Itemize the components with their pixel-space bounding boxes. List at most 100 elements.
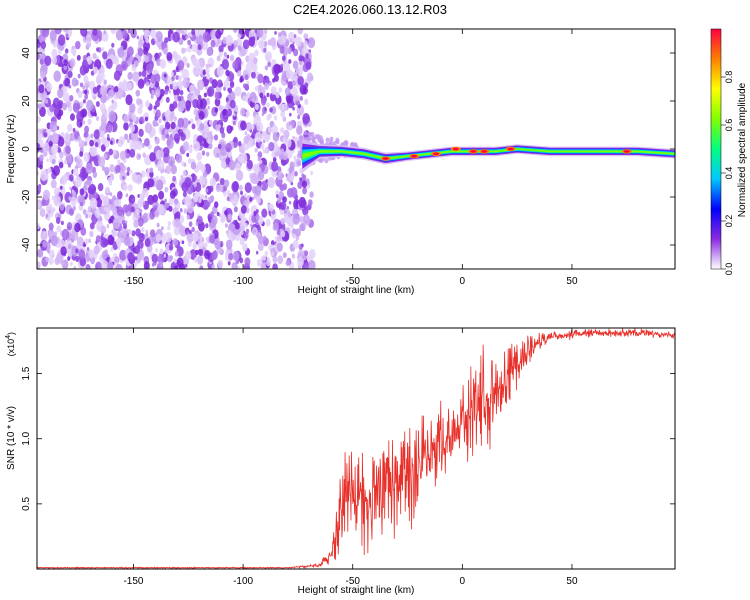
noise-blob bbox=[43, 231, 46, 236]
noise-blob bbox=[190, 161, 197, 170]
noise-blob bbox=[37, 116, 41, 123]
noise-blob bbox=[126, 166, 131, 172]
noise-blob bbox=[282, 183, 288, 191]
noise-blob bbox=[295, 36, 302, 47]
noise-blob bbox=[281, 103, 287, 112]
colorbar-ticks: 0.0 0.2 0.4 0.6 0.8 bbox=[721, 71, 734, 275]
noise-blob bbox=[69, 58, 76, 68]
noise-blob bbox=[111, 229, 117, 238]
noise-blob bbox=[64, 77, 71, 87]
noise-blob bbox=[41, 29, 50, 38]
noise-blob bbox=[99, 85, 107, 96]
noise-blob bbox=[137, 47, 144, 57]
noise-blob bbox=[188, 146, 193, 154]
noise-blob bbox=[281, 151, 288, 161]
noise-blob bbox=[56, 113, 62, 120]
noise-blob bbox=[98, 156, 106, 168]
noise-blob bbox=[39, 106, 46, 118]
noise-blob bbox=[251, 124, 255, 130]
noise-blob bbox=[289, 112, 292, 117]
noise-blob bbox=[216, 152, 220, 158]
signal-band bbox=[302, 139, 675, 173]
noise-blob bbox=[89, 139, 94, 147]
noise-blob bbox=[95, 101, 100, 107]
spectrogram-panel: -150 -100 -50 0 50 -40 -20 0 20 40 Height of str… bbox=[6, 28, 676, 296]
noise-blob bbox=[86, 247, 90, 251]
noise-blob bbox=[39, 208, 46, 217]
noise-blob bbox=[169, 190, 176, 199]
noise-blob bbox=[128, 194, 136, 205]
noise-blob bbox=[292, 213, 300, 225]
noise-blob bbox=[304, 98, 309, 106]
noise-blob bbox=[283, 129, 290, 139]
noise-blob bbox=[127, 71, 133, 80]
noise-blob bbox=[46, 82, 53, 92]
noise-blob bbox=[171, 71, 174, 77]
noise-blob bbox=[110, 247, 114, 252]
noise-blob bbox=[299, 167, 304, 174]
noise-blob bbox=[156, 222, 160, 228]
noise-blob bbox=[137, 78, 145, 89]
noise-blob bbox=[335, 139, 340, 145]
noise-blob bbox=[240, 230, 244, 236]
noise-blob bbox=[63, 85, 68, 93]
noise-blob bbox=[308, 199, 313, 207]
y-tick-label: 1.0 bbox=[21, 431, 32, 445]
noise-blob bbox=[270, 240, 275, 246]
noise-blob bbox=[279, 46, 285, 54]
noise-blob bbox=[278, 32, 282, 38]
noise-blob bbox=[198, 197, 202, 204]
noise-blob bbox=[155, 99, 160, 108]
noise-blob bbox=[111, 42, 115, 48]
noise-blob bbox=[243, 135, 249, 144]
noise-blob bbox=[149, 167, 154, 173]
noise-blob bbox=[193, 141, 201, 152]
noise-blob bbox=[85, 264, 91, 269]
noise-blob bbox=[66, 101, 71, 108]
noise-blob bbox=[191, 95, 196, 101]
noise-blob bbox=[57, 88, 64, 99]
noise-blob bbox=[242, 243, 248, 252]
noise-blob bbox=[293, 48, 299, 57]
noise-blob bbox=[131, 230, 136, 237]
noise-blob bbox=[251, 214, 258, 223]
noise-blob bbox=[252, 63, 258, 72]
noise-blob bbox=[127, 46, 134, 57]
noise-blob bbox=[197, 215, 203, 225]
noise-blob bbox=[161, 134, 166, 141]
spectrogram-noise bbox=[37, 29, 359, 269]
noise-blob bbox=[145, 232, 149, 238]
noise-blob bbox=[97, 183, 104, 192]
noise-blob bbox=[52, 169, 55, 173]
noise-blob bbox=[239, 46, 247, 57]
noise-blob bbox=[111, 99, 114, 104]
noise-blob bbox=[144, 116, 149, 122]
noise-blob bbox=[121, 29, 128, 40]
snr-panel: -150 -100 -50 0 50 0.5 1.0 1.5 Height of strai… bbox=[5, 327, 676, 596]
noise-blob bbox=[67, 243, 72, 250]
noise-blob bbox=[245, 122, 252, 132]
noise-blob bbox=[246, 92, 251, 99]
noise-blob bbox=[54, 29, 62, 35]
noise-blob bbox=[298, 135, 303, 141]
noise-blob bbox=[288, 124, 293, 131]
noise-blob bbox=[229, 54, 235, 62]
noise-blob bbox=[304, 265, 309, 269]
noise-blob bbox=[162, 179, 166, 185]
noise-blob bbox=[263, 75, 267, 80]
noise-blob bbox=[57, 34, 66, 46]
noise-blob bbox=[290, 224, 294, 229]
noise-blob bbox=[37, 201, 41, 209]
x-tick-label: 0 bbox=[460, 276, 466, 287]
noise-blob bbox=[68, 84, 71, 89]
noise-blob bbox=[215, 124, 220, 132]
noise-blob bbox=[272, 157, 277, 163]
noise-blob bbox=[149, 152, 156, 162]
noise-blob bbox=[261, 208, 268, 218]
x-tick-label: -100 bbox=[233, 276, 253, 287]
noise-blob bbox=[73, 266, 77, 269]
noise-blob bbox=[302, 187, 307, 195]
noise-blob bbox=[124, 133, 129, 140]
noise-blob bbox=[50, 235, 58, 247]
x-tick-label: 50 bbox=[566, 276, 578, 287]
